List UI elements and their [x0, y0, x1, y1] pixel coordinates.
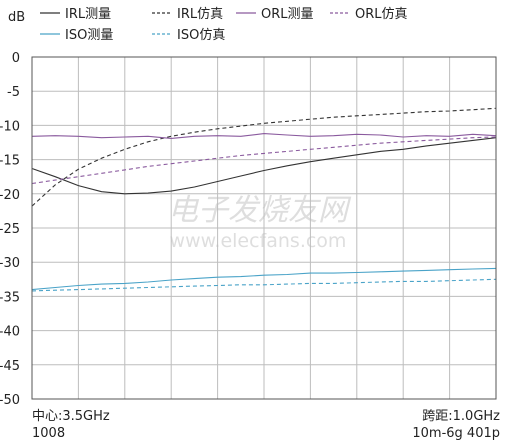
series-line-5	[31, 267, 497, 291]
watermark-line2: www.elecfans.com	[170, 230, 347, 252]
series-layer	[31, 107, 497, 292]
series-line-2	[31, 107, 497, 207]
y-tick-label: -25	[0, 222, 20, 237]
grid	[32, 57, 496, 399]
y-tick-label: -15	[0, 154, 20, 169]
footer-span-label: 跨距:1.0GHz	[422, 409, 500, 424]
y-tick-label: -35	[0, 290, 20, 305]
y-axis-label: dB	[8, 10, 25, 25]
watermark-line1: 电子发烧友网	[168, 193, 352, 228]
footer-right-sub: 10m-6g 401p	[412, 426, 500, 441]
legend-label-4: ORL仿真	[355, 7, 408, 22]
y-tick-label: -30	[0, 256, 20, 271]
y-tick-label: -45	[0, 359, 20, 374]
legend-label-5: ISO测量	[65, 28, 113, 43]
y-tick-label: -50	[0, 393, 20, 408]
legend-label-1: IRL测量	[65, 7, 111, 22]
y-tick-label: -5	[7, 85, 20, 100]
plot-frame	[31, 56, 497, 400]
series-line-1	[31, 137, 497, 195]
footer-center-label: 中心:3.5GHz	[32, 409, 110, 424]
series-line-3	[31, 133, 497, 139]
watermark: 电子发烧友网 www.elecfans.com	[168, 193, 352, 252]
legend-label-6: ISO仿真	[177, 28, 225, 43]
footer-left-sub: 1008	[32, 426, 65, 441]
y-tick-label: -40	[0, 325, 20, 340]
series-line-4	[31, 136, 497, 185]
y-tick-label: -10	[0, 119, 20, 134]
legend: IRL测量 IRL仿真 ORL测量 ORL仿真 ISO测量 ISO仿真	[40, 7, 408, 43]
y-tick-label: 0	[12, 51, 20, 66]
axis-layer: 0 -5 -10 -15 -20 -25 -30 -35 -40 -45 -50	[0, 51, 497, 408]
legend-label-2: IRL仿真	[177, 7, 223, 22]
legend-label-3: ORL测量	[261, 7, 314, 22]
y-tick-label: -20	[0, 188, 20, 203]
series-line-6	[31, 278, 497, 292]
